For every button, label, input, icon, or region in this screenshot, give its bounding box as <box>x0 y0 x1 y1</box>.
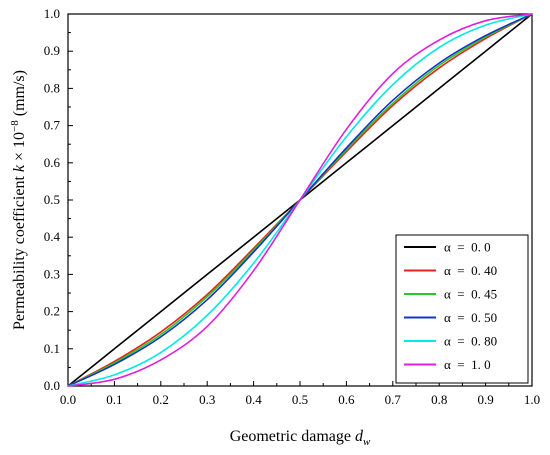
x-tick-label: 0.5 <box>292 392 308 407</box>
legend-label: α = 0. 80 <box>444 334 497 349</box>
y-tick-label: 0.9 <box>44 43 60 58</box>
series-lines <box>67 13 533 387</box>
y-tick-label: 0.5 <box>44 192 60 207</box>
y-tick-label: 0.4 <box>44 229 61 244</box>
legend-box <box>395 234 529 384</box>
legend-label: α = 1. 0 <box>444 357 491 372</box>
y-tick-label: 0.1 <box>44 341 60 356</box>
y-tick-label: 0.0 <box>44 378 60 393</box>
legend-label: α = 0. 50 <box>444 310 497 325</box>
x-tick-label: 0.3 <box>199 392 215 407</box>
x-tick-label: 0.6 <box>338 392 355 407</box>
x-axis-title: Geometric damage dw <box>230 428 371 448</box>
y-axis-title: Permeability coefficient k × 10−8 (mm/s) <box>9 70 28 330</box>
x-tick-label: 0.2 <box>153 392 169 407</box>
y-axis-ticks: 0.0 0.1 0.2 0.3 0.4 0.5 0.6 0.7 0.8 0.9 1.0 <box>44 6 73 393</box>
y-tick-label: 0.2 <box>44 304 60 319</box>
y-tick-label: 0.7 <box>44 118 61 133</box>
y-tick-label: 0.3 <box>44 266 60 281</box>
legend: α = 0. 0 α = 0. 40 α = 0. 45 α = 0. 50 α = 0… <box>395 234 529 384</box>
x-tick-label: 0.9 <box>477 392 493 407</box>
x-tick-label: 0.4 <box>245 392 262 407</box>
x-axis-ticks: 0.0 0.1 0.2 0.3 0.4 0.5 0.6 0.7 0.8 0.9 1.0 <box>60 381 540 407</box>
x-tick-label: 0.1 <box>106 392 122 407</box>
y-tick-label: 1.0 <box>44 6 60 21</box>
x-tick-label: 0.8 <box>431 392 447 407</box>
legend-label: α = 0. 45 <box>444 287 497 302</box>
x-tick-label: 1.0 <box>524 392 540 407</box>
series-line <box>67 13 533 387</box>
y-tick-label: 0.8 <box>44 80 60 95</box>
x-tick-label: 0.7 <box>385 392 402 407</box>
legend-label: α = 0. 40 <box>444 263 497 278</box>
y-tick-label: 0.6 <box>44 155 61 170</box>
legend-label: α = 0. 0 <box>444 240 491 255</box>
x-tick-label: 0.0 <box>60 392 76 407</box>
